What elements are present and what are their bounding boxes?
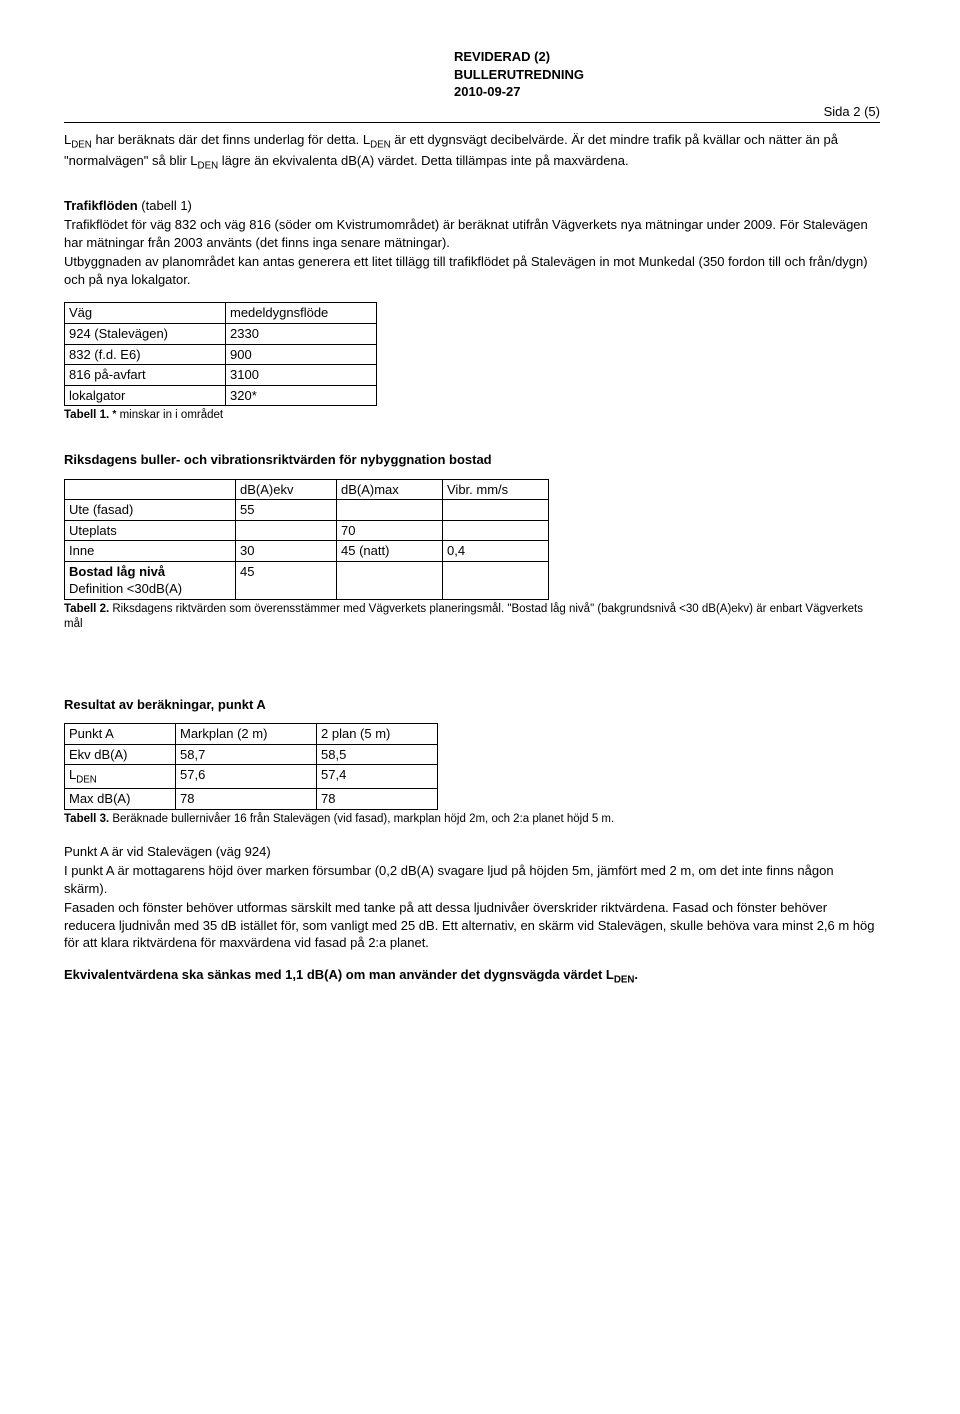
table-cell: Ute (fasad) [65,500,236,521]
trafik-p2: Utbyggnaden av planområdet kan antas gen… [64,253,880,288]
table-cell: 45 (natt) [337,541,443,562]
table-cell [443,520,549,541]
page-number: Sida 2 (5) [64,103,880,121]
table-3-caption: Tabell 3. Beräknade bullernivåer 16 från… [64,812,880,827]
table-row: 924 (Stalevägen) 2330 [65,323,377,344]
table-cell: LDEN [65,765,176,789]
caption-label: Tabell 1. [64,409,112,421]
table-cell [337,561,443,599]
table-1: Väg medeldygnsflöde 924 (Stalevägen) 233… [64,302,377,406]
table-2-caption: Tabell 2. Riksdagens riktvärden som över… [64,602,880,632]
resultat-a-heading: Resultat av beräkningar, punkt A [64,696,880,714]
table-row: Inne 30 45 (natt) 0,4 [65,541,549,562]
table-cell: 70 [337,520,443,541]
table-cell: Bostad låg nivå Definition <30dB(A) [65,561,236,599]
table-cell: 816 på-avfart [65,365,226,386]
header-line2: BULLERUTREDNING [454,66,880,84]
table-cell: 57,6 [176,765,317,789]
table-row: 816 på-avfart 3100 [65,365,377,386]
ekv-end: . [634,967,638,982]
table-cell: 30 [236,541,337,562]
subscript-den: DEN [198,161,219,172]
table-row: LDEN 57,6 57,4 [65,765,438,789]
table-cell: 57,4 [317,765,438,789]
table-cell: 832 (f.d. E6) [65,344,226,365]
cell-rest-part: Definition <30dB(A) [69,581,182,596]
table-cell: 2330 [226,323,377,344]
table-cell: 0,4 [443,541,549,562]
table-cell: 924 (Stalevägen) [65,323,226,344]
caption-text: minskar in i området [116,409,223,421]
trafik-heading-line: Trafikflöden (tabell 1) [64,197,880,215]
table-header-cell: Markplan (2 m) [176,724,317,745]
table-cell: 78 [176,789,317,810]
table-cell: 320* [226,385,377,406]
header-line1: REVIDERAD (2) [454,48,880,66]
table-cell: 78 [317,789,438,810]
table-row: 832 (f.d. E6) 900 [65,344,377,365]
subscript-den: DEN [614,975,635,986]
table-cell: lokalgator [65,385,226,406]
table-row: Bostad låg nivå Definition <30dB(A) 45 [65,561,549,599]
table-row: Ekv dB(A) 58,7 58,5 [65,744,438,765]
table-row: Väg medeldygnsflöde [65,303,377,324]
table-header-cell: dB(A)ekv [236,479,337,500]
table-cell: 55 [236,500,337,521]
table-3: Punkt A Markplan (2 m) 2 plan (5 m) Ekv … [64,723,438,809]
table-cell: 45 [236,561,337,599]
table-cell: 58,7 [176,744,317,765]
punkt-a-p1: Punkt A är vid Stalevägen (väg 924) [64,843,880,861]
ekvivalent-bold-line: Ekvivalentvärdena ska sänkas med 1,1 dB(… [64,966,880,987]
table-cell: 3100 [226,365,377,386]
table-header-cell: medeldygnsflöde [226,303,377,324]
header-rule [64,122,880,123]
intro-text: lägre än ekvivalenta dB(A) värdet. Detta… [218,153,628,168]
table-cell [236,520,337,541]
caption-text: Riksdagens riktvärden som överensstämmer… [64,603,863,630]
table-header-cell [65,479,236,500]
trafik-p1: Trafikflödet för väg 832 och väg 816 (sö… [64,216,880,251]
table-cell: Max dB(A) [65,789,176,810]
caption-text: Beräknade bullernivåer 16 från Staleväge… [109,813,614,825]
table-cell: Ekv dB(A) [65,744,176,765]
punkt-a-p2: I punkt A är mottagarens höjd över marke… [64,862,880,897]
table-cell: Uteplats [65,520,236,541]
table-header-cell: 2 plan (5 m) [317,724,438,745]
cell-bold-part: Bostad låg nivå [69,564,165,579]
doc-header: REVIDERAD (2) BULLERUTREDNING 2010-09-27 [454,48,880,101]
table-2: dB(A)ekv dB(A)max Vibr. mm/s Ute (fasad)… [64,479,549,600]
intro-text: har beräknats där det finns underlag för… [92,132,370,147]
table-row: Punkt A Markplan (2 m) 2 plan (5 m) [65,724,438,745]
table-header-cell: Punkt A [65,724,176,745]
caption-label: Tabell 3. [64,813,109,825]
header-line3: 2010-09-27 [454,83,880,101]
trafik-heading-suffix: (tabell 1) [138,198,192,213]
ekv-pre: Ekvivalentvärdena ska sänkas med 1,1 dB(… [64,967,614,982]
table-1-caption: Tabell 1. * minskar in i området [64,408,880,423]
table-header-cell: Vibr. mm/s [443,479,549,500]
caption-label: Tabell 2. [64,603,109,615]
table-cell [443,561,549,599]
table-row: dB(A)ekv dB(A)max Vibr. mm/s [65,479,549,500]
table-row: lokalgator 320* [65,385,377,406]
table-cell: 900 [226,344,377,365]
table-cell [443,500,549,521]
table-cell: 58,5 [317,744,438,765]
punkt-a-p3: Fasaden och fönster behöver utformas sär… [64,899,880,952]
table-row: Max dB(A) 78 78 [65,789,438,810]
riksdagen-heading: Riksdagens buller- och vibrationsriktvär… [64,451,880,469]
intro-paragraph: LDEN har beräknats där det finns underla… [64,131,880,173]
table-cell [337,500,443,521]
subscript-den: DEN [71,140,92,151]
subscript-den: DEN [76,775,97,786]
trafik-heading: Trafikflöden [64,198,138,213]
table-row: Ute (fasad) 55 [65,500,549,521]
table-cell: Inne [65,541,236,562]
table-header-cell: Väg [65,303,226,324]
table-header-cell: dB(A)max [337,479,443,500]
table-row: Uteplats 70 [65,520,549,541]
subscript-den: DEN [370,140,391,151]
